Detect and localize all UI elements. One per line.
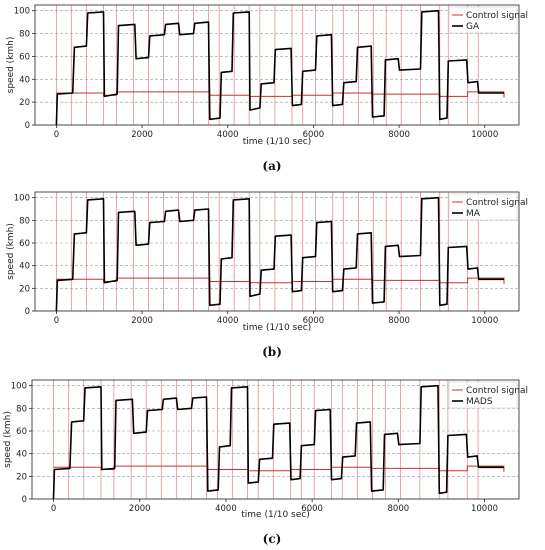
- chart-panel-c: 0 20 40 60 80 100 0 2000 4000 6000 8000 10000 Contro…: [3, 379, 528, 546]
- x-axis-label: time (1/10 sec): [243, 137, 311, 147]
- y-tick-label: 80: [16, 404, 27, 414]
- x-tick-label: 6000: [303, 130, 325, 140]
- plot-frame: [34, 4, 520, 126]
- panel-caption: (c): [263, 532, 282, 546]
- speed-response-line: [55, 9, 504, 126]
- x-tick-label: 10000: [471, 504, 498, 514]
- x-tick-label: 8000: [388, 130, 410, 140]
- control-signal-line: [53, 465, 505, 472]
- x-axis-label: time (1/10 sec): [243, 323, 311, 333]
- y-tick-label: 80: [19, 216, 30, 226]
- y-axis-label: speed (kmh): [6, 223, 16, 280]
- x-axis-label: time (1/10 sec): [241, 510, 309, 520]
- y-tick-label: 20: [16, 472, 27, 482]
- legend-label-control: Control signal: [466, 198, 528, 208]
- y-tick-label: 0: [25, 121, 30, 131]
- x-tick-label: 8000: [388, 316, 410, 326]
- legend-box: [448, 381, 518, 409]
- x-tick-label: 4000: [217, 316, 239, 326]
- y-tick-label: 20: [19, 284, 30, 294]
- legend-label-algorithm: MA: [466, 209, 481, 219]
- legend-label-control: Control signal: [466, 11, 528, 21]
- panel-caption: (b): [262, 345, 282, 359]
- x-tick-label: 0: [54, 130, 59, 140]
- x-tick-label: 0: [54, 316, 59, 326]
- y-tick-label: 40: [19, 262, 30, 272]
- control-signal-line: [56, 277, 505, 284]
- x-tick-label: 4000: [215, 504, 237, 514]
- x-tick-label: 10000: [471, 316, 498, 326]
- legend-label-algorithm: MADS: [466, 397, 493, 407]
- legend-box: [448, 193, 518, 221]
- y-tick-label: 0: [25, 307, 30, 317]
- y-tick-label: 60: [19, 52, 30, 62]
- chart-panel-a: 0 20 40 60 80 100 0 2000 4000 6000 8000 10000 Contro…: [6, 4, 528, 173]
- y-tick-label: 40: [19, 75, 30, 85]
- x-tick-label: 2000: [129, 504, 151, 514]
- y-axis-label: speed (kmh): [3, 411, 13, 468]
- chart-panel-b: 0 20 40 60 80 100 0 2000 4000 6000 8000 10000 Contro…: [6, 191, 528, 359]
- plot-frame: [31, 379, 520, 500]
- x-tick-label: 6000: [303, 316, 325, 326]
- y-tick-label: 100: [11, 382, 27, 392]
- y-tick-label: 80: [19, 30, 30, 40]
- speed-response-line: [52, 384, 504, 500]
- x-tick-label: 4000: [217, 130, 239, 140]
- y-axis-label: speed (kmh): [6, 37, 16, 94]
- plot-frame: [34, 191, 520, 312]
- y-tick-label: 20: [19, 98, 30, 108]
- y-tick-label: 100: [14, 194, 30, 204]
- legend-label-algorithm: GA: [466, 22, 480, 32]
- x-tick-label: 6000: [301, 504, 323, 514]
- y-tick-label: 40: [16, 450, 27, 460]
- x-tick-label: 2000: [131, 130, 153, 140]
- control-signal-line: [56, 91, 505, 98]
- y-tick-label: 60: [16, 427, 27, 437]
- legend-box: [448, 6, 518, 34]
- panel-caption: (a): [262, 159, 281, 173]
- y-tick-label: 0: [22, 495, 27, 505]
- x-tick-label: 0: [51, 504, 56, 514]
- y-tick-label: 100: [14, 7, 30, 17]
- speed-response-line: [55, 196, 504, 312]
- x-tick-label: 10000: [471, 130, 498, 140]
- x-tick-label: 8000: [388, 504, 410, 514]
- y-tick-label: 60: [19, 239, 30, 249]
- x-tick-label: 2000: [131, 316, 153, 326]
- legend-label-control: Control signal: [466, 386, 528, 396]
